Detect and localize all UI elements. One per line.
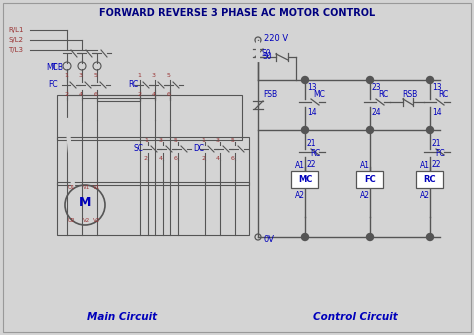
- Bar: [57, 95, 242, 140]
- Text: A2: A2: [420, 191, 430, 200]
- Text: R/L1: R/L1: [8, 27, 24, 33]
- Text: FSB: FSB: [263, 89, 277, 98]
- Text: MCB: MCB: [46, 63, 64, 71]
- Bar: [57, 137, 249, 185]
- Text: 23: 23: [372, 82, 382, 91]
- Text: 220 V: 220 V: [264, 34, 288, 43]
- Text: 2: 2: [144, 155, 148, 160]
- FancyBboxPatch shape: [417, 171, 444, 188]
- Text: RC: RC: [424, 175, 436, 184]
- Circle shape: [427, 127, 434, 134]
- Text: 4: 4: [79, 91, 83, 96]
- Circle shape: [427, 76, 434, 83]
- Text: 0V: 0V: [264, 236, 275, 245]
- Text: V1: V1: [93, 185, 100, 190]
- Text: 22: 22: [307, 159, 317, 169]
- Text: 6: 6: [167, 91, 171, 96]
- Text: V2: V2: [93, 218, 100, 223]
- Text: 3: 3: [152, 72, 156, 77]
- Text: V2: V2: [83, 218, 90, 223]
- Text: RSB: RSB: [402, 89, 417, 98]
- Text: 14: 14: [307, 108, 317, 117]
- FancyBboxPatch shape: [356, 171, 383, 188]
- Text: FC: FC: [364, 175, 376, 184]
- Circle shape: [301, 76, 309, 83]
- Circle shape: [301, 127, 309, 134]
- Text: 1: 1: [137, 72, 141, 77]
- Text: RC: RC: [378, 89, 388, 98]
- Text: 6: 6: [94, 91, 98, 96]
- Text: 6: 6: [231, 155, 235, 160]
- Text: FC: FC: [435, 148, 445, 157]
- Text: 3: 3: [159, 137, 163, 142]
- Circle shape: [366, 76, 374, 83]
- Text: 5: 5: [231, 137, 235, 142]
- Text: 2: 2: [64, 91, 68, 96]
- FancyBboxPatch shape: [292, 171, 319, 188]
- Text: 21: 21: [307, 138, 317, 147]
- Text: MC: MC: [298, 175, 312, 184]
- Text: V1: V1: [83, 185, 90, 190]
- Circle shape: [427, 233, 434, 241]
- Text: RC: RC: [438, 89, 448, 98]
- Text: MC: MC: [313, 89, 325, 98]
- Text: A1: A1: [295, 160, 305, 170]
- Text: A1: A1: [360, 160, 370, 170]
- Text: DC: DC: [193, 143, 204, 152]
- Text: A2: A2: [295, 191, 305, 200]
- Text: Control Circuit: Control Circuit: [313, 312, 397, 322]
- Text: 5: 5: [167, 72, 171, 77]
- Text: 14: 14: [432, 108, 442, 117]
- Text: 13: 13: [432, 82, 442, 91]
- Text: 4: 4: [216, 155, 220, 160]
- Text: 6: 6: [174, 155, 178, 160]
- Text: T: T: [52, 63, 56, 71]
- Text: 2: 2: [137, 91, 141, 96]
- Text: 22: 22: [432, 159, 441, 169]
- Text: A2: A2: [360, 191, 370, 200]
- Text: 1: 1: [201, 137, 205, 142]
- Text: T/L3: T/L3: [8, 47, 23, 53]
- Text: 24: 24: [372, 108, 382, 117]
- Bar: [57, 182, 249, 235]
- Text: U2: U2: [67, 218, 74, 223]
- Text: 3: 3: [216, 137, 220, 142]
- Text: FORWARD REVERSE 3 PHASE AC MOTOR CONTROL: FORWARD REVERSE 3 PHASE AC MOTOR CONTROL: [99, 8, 375, 18]
- Text: SC: SC: [133, 143, 143, 152]
- Text: RC: RC: [128, 79, 138, 88]
- Text: 4: 4: [159, 155, 163, 160]
- Text: 5: 5: [94, 72, 98, 77]
- Text: A1: A1: [420, 160, 430, 170]
- Text: 2: 2: [201, 155, 205, 160]
- Text: 21: 21: [432, 138, 441, 147]
- Text: 13: 13: [307, 82, 317, 91]
- Text: M: M: [79, 196, 91, 208]
- Text: 1: 1: [144, 137, 148, 142]
- Text: 3: 3: [79, 72, 83, 77]
- Text: 1: 1: [64, 72, 68, 77]
- Text: S0: S0: [262, 49, 272, 58]
- Text: 5: 5: [174, 137, 178, 142]
- Text: S/L2: S/L2: [8, 37, 23, 43]
- Circle shape: [301, 233, 309, 241]
- Circle shape: [366, 127, 374, 134]
- Text: RC: RC: [310, 148, 320, 157]
- Text: 4: 4: [152, 91, 156, 96]
- Text: U1: U1: [67, 185, 74, 190]
- Text: FC: FC: [48, 79, 58, 88]
- Text: Main Circuit: Main Circuit: [87, 312, 157, 322]
- Text: S0: S0: [263, 52, 273, 61]
- Circle shape: [366, 233, 374, 241]
